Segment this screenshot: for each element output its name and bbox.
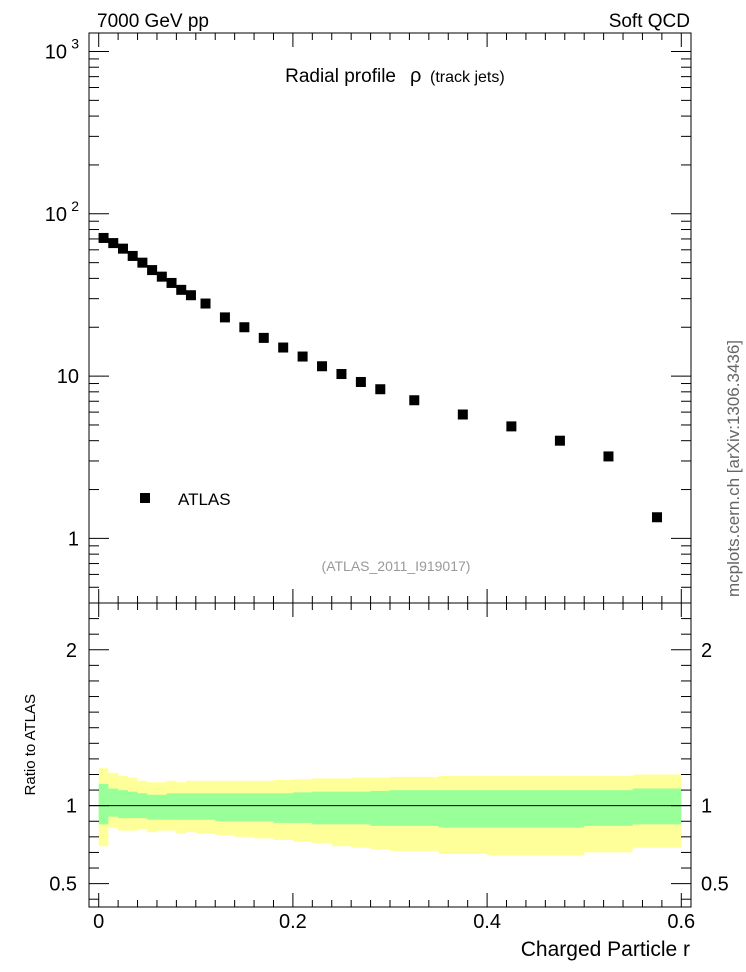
- data-point: [98, 232, 109, 243]
- data-point: [258, 332, 269, 343]
- x-tick-label: 0.2: [279, 911, 307, 933]
- ratio-uncertainty-bands: [98, 768, 682, 856]
- data-point: [554, 435, 565, 446]
- main-y-tick-label: 10: [45, 41, 67, 63]
- ratio-y-tick-label: 2: [66, 640, 77, 662]
- data-point: [127, 250, 138, 261]
- main-y-tick-label: 10: [45, 204, 67, 226]
- ratio-panel-frame: [88, 602, 692, 908]
- ratio-y-tick-label-right: 2: [701, 640, 712, 662]
- data-point: [147, 265, 158, 276]
- plot-title-symbol: ρ: [410, 65, 421, 87]
- data-point: [185, 290, 196, 301]
- energy-label: 7000 GeV pp: [97, 11, 209, 32]
- ratio-y-tick-label-right: 1: [701, 796, 712, 818]
- ratio-y-tick-label-right: 0.5: [701, 874, 729, 896]
- ratio-axis-ticks: [89, 602, 691, 907]
- source-label: mcplots.cern.ch [arXiv:1306.3436]: [724, 340, 743, 597]
- main-panel-frame: [88, 32, 692, 604]
- legend-label-atlas: ATLAS: [178, 490, 231, 509]
- data-point: [156, 271, 167, 282]
- data-point: [297, 351, 308, 362]
- atlas-data-points: [98, 232, 663, 523]
- data-point: [457, 409, 468, 420]
- plot-title-sub: (track jets): [430, 69, 505, 86]
- main-y-tick-label: 1: [68, 528, 79, 550]
- main-y-tick-label: 10: [57, 366, 79, 388]
- category-label: Soft QCD: [609, 11, 690, 32]
- ratio-panel: 0.5 0.5 1 1 2 2 0 0.2 0.4 0.6 Ratio to ATLAS Cha…: [22, 602, 729, 961]
- data-point: [278, 342, 289, 353]
- x-tick-label: 0: [93, 911, 104, 933]
- data-point: [200, 298, 211, 309]
- data-point: [137, 257, 148, 268]
- legend-marker-atlas: [140, 493, 150, 503]
- x-tick-label: 0.4: [473, 911, 501, 933]
- data-point: [375, 384, 386, 395]
- ratio-y-tick-label: 1: [66, 796, 77, 818]
- data-point: [409, 395, 420, 406]
- data-point: [336, 369, 347, 380]
- ratio-y-tick-label: 0.5: [49, 874, 77, 896]
- main-y-tick-exponent: 3: [71, 35, 79, 51]
- data-point: [506, 421, 517, 432]
- x-axis-label: Charged Particle r: [521, 938, 690, 961]
- analysis-watermark: (ATLAS_2011_I919017): [322, 558, 471, 574]
- ratio-y-axis-label: Ratio to ATLAS: [22, 694, 39, 795]
- data-point: [652, 512, 663, 523]
- data-point: [239, 322, 250, 333]
- data-point: [219, 312, 230, 323]
- data-point: [176, 284, 187, 295]
- main-axis-ticks: [89, 33, 691, 604]
- ratio-y-tick-labels: 0.5 0.5 1 1 2 2: [49, 640, 729, 896]
- data-point: [355, 376, 366, 387]
- data-point: [108, 238, 119, 249]
- x-tick-labels: 0 0.2 0.4 0.6: [93, 911, 695, 933]
- data-point: [317, 361, 328, 372]
- data-point: [117, 243, 128, 254]
- x-tick-label: 0.6: [667, 911, 695, 933]
- data-point: [603, 451, 614, 462]
- plot-title-main: Radial profile: [285, 66, 396, 87]
- data-point: [166, 277, 177, 288]
- main-y-tick-exponent: 2: [71, 198, 79, 214]
